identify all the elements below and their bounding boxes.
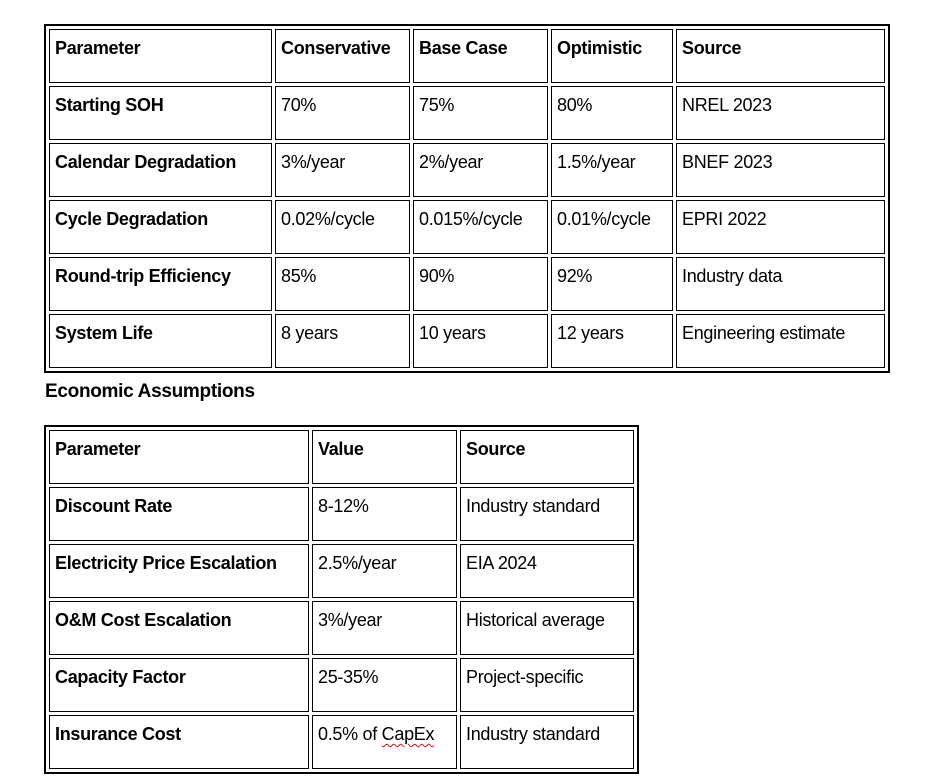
column-header-cell: Base Case	[413, 29, 548, 83]
value-cell: 90%	[413, 257, 548, 311]
table-header-row: Parameter Conservative Base Case Optimistic…	[49, 29, 885, 83]
value-cell: 3%/year	[275, 143, 410, 197]
table-row: Cycle Degradation 0.02%/cycle 0.015%/cycle…	[49, 200, 885, 254]
column-header-cell: Conservative	[275, 29, 410, 83]
value-cell: Engineering estimate	[676, 314, 885, 368]
value-cell: 25-35%	[312, 658, 457, 712]
value-cell: 80%	[551, 86, 673, 140]
column-header-cell: Parameter	[49, 430, 309, 484]
value-cell: 10 years	[413, 314, 548, 368]
table-row: Starting SOH 70% 75% 80% NREL 2023	[49, 86, 885, 140]
value-cell: NREL 2023	[676, 86, 885, 140]
value-cell: 2%/year	[413, 143, 548, 197]
value-cell: Historical average	[460, 601, 634, 655]
value-cell: 1.5%/year	[551, 143, 673, 197]
column-header-cell: Value	[312, 430, 457, 484]
scenario-parameters-table: Parameter Conservative Base Case Optimistic…	[44, 24, 890, 373]
section-heading-economic-assumptions: Economic Assumptions	[45, 381, 255, 402]
table-row: Round-trip Efficiency 85% 90% 92% Industry d…	[49, 257, 885, 311]
parameter-cell: Starting SOH	[49, 86, 272, 140]
value-cell: 2.5%/year	[312, 544, 457, 598]
table-row: Insurance Cost 0.5% of CapEx Industry stan…	[49, 715, 634, 769]
value-cell: 12 years	[551, 314, 673, 368]
value-cell: EPRI 2022	[676, 200, 885, 254]
table-row: System Life 8 years 10 years 12 years Engine…	[49, 314, 885, 368]
value-cell: 92%	[551, 257, 673, 311]
table-header-row: Parameter Value Source	[49, 430, 634, 484]
parameter-cell: Electricity Price Escalation	[49, 544, 309, 598]
value-cell: 8 years	[275, 314, 410, 368]
parameter-cell: Calendar Degradation	[49, 143, 272, 197]
parameter-cell: Capacity Factor	[49, 658, 309, 712]
column-header-cell: Source	[460, 430, 634, 484]
value-cell: Industry data	[676, 257, 885, 311]
value-cell: Project-specific	[460, 658, 634, 712]
table-row: O&M Cost Escalation 3%/year Historical ave…	[49, 601, 634, 655]
value-cell: Industry standard	[460, 487, 634, 541]
parameter-cell: O&M Cost Escalation	[49, 601, 309, 655]
value-cell: 70%	[275, 86, 410, 140]
value-cell: 8-12%	[312, 487, 457, 541]
table-row: Discount Rate 8-12% Industry standard	[49, 487, 634, 541]
column-header-cell: Optimistic	[551, 29, 673, 83]
value-cell: 0.01%/cycle	[551, 200, 673, 254]
column-header-cell: Source	[676, 29, 885, 83]
value-cell: 0.02%/cycle	[275, 200, 410, 254]
parameter-cell: Insurance Cost	[49, 715, 309, 769]
value-cell: 75%	[413, 86, 548, 140]
value-cell: 85%	[275, 257, 410, 311]
parameter-cell: Round-trip Efficiency	[49, 257, 272, 311]
value-cell: 0.015%/cycle	[413, 200, 548, 254]
table-row: Electricity Price Escalation 2.5%/year EIA…	[49, 544, 634, 598]
table-row: Capacity Factor 25-35% Project-specific	[49, 658, 634, 712]
value-cell: 0.5% of CapEx	[312, 715, 457, 769]
parameter-cell: System Life	[49, 314, 272, 368]
parameter-cell: Cycle Degradation	[49, 200, 272, 254]
value-cell: 3%/year	[312, 601, 457, 655]
column-header-cell: Parameter	[49, 29, 272, 83]
value-cell: EIA 2024	[460, 544, 634, 598]
value-cell: BNEF 2023	[676, 143, 885, 197]
economic-assumptions-table: Parameter Value Source Discount Rate 8-12% In…	[44, 425, 639, 774]
table-row: Calendar Degradation 3%/year 2%/year 1.5%/y…	[49, 143, 885, 197]
spell-error-word: CapEx	[381, 724, 435, 744]
value-cell: Industry standard	[460, 715, 634, 769]
parameter-cell: Discount Rate	[49, 487, 309, 541]
